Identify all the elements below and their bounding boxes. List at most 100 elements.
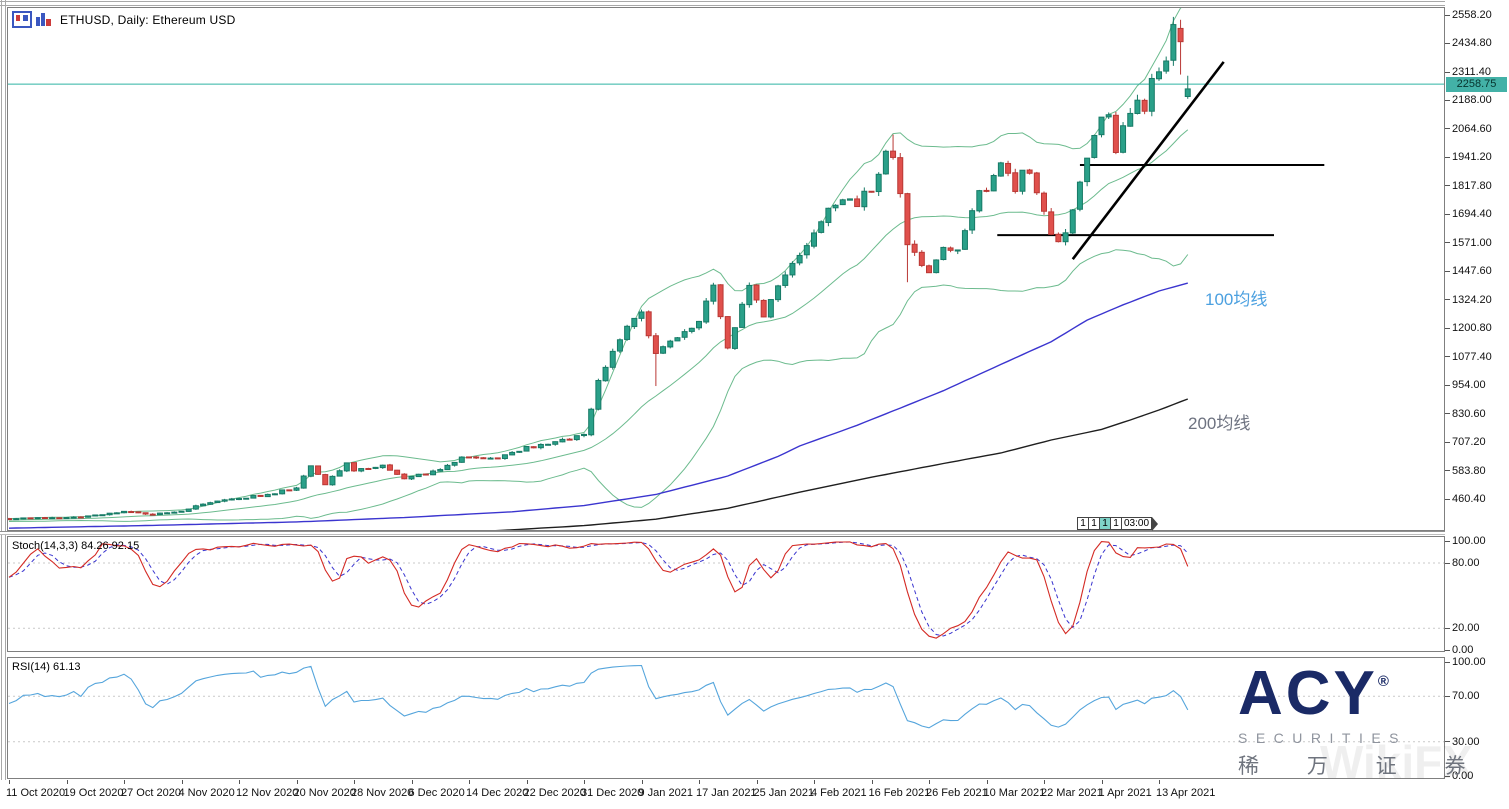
date-label: 12 Nov 2020 xyxy=(236,787,299,799)
date-label: 26 Feb 2021 xyxy=(926,787,988,799)
date-tick xyxy=(699,780,700,784)
price-tick-830.6: 830.60 xyxy=(1445,408,1486,420)
price-tick-1324.2: 1324.20 xyxy=(1445,294,1492,306)
bollinger-middle-band[interactable] xyxy=(8,129,1189,521)
price-tick-2434.8: 2434.80 xyxy=(1445,37,1492,49)
date-label: 11 Oct 2020 xyxy=(6,787,66,799)
date-tick xyxy=(469,780,470,784)
date-tick xyxy=(411,780,413,784)
stoch-signal-line[interactable] xyxy=(8,541,1189,637)
rsi-line[interactable] xyxy=(8,664,1189,729)
rsi-panel[interactable] xyxy=(7,657,1445,779)
date-tick xyxy=(66,780,68,784)
rsi-label: RSI(14) 61.13 xyxy=(12,661,81,673)
logo-acy-text: ACY xyxy=(1238,659,1378,728)
wikifx-watermark: WikiFX xyxy=(1320,736,1473,788)
date-label: 31 Dec 2020 xyxy=(581,787,644,799)
stoch-tick-80: 80.00 xyxy=(1445,557,1480,569)
bar-chart-icon xyxy=(36,13,52,26)
date-label: 13 Apr 2021 xyxy=(1156,787,1216,799)
date-tick xyxy=(986,780,988,784)
date-axis[interactable]: 11 Oct 2020 19 Oct 2020 27 Oct 2020 4 Nov 2… xyxy=(0,780,1445,809)
date-label: 1 Apr 2021 xyxy=(1098,787,1152,799)
date-label: 28 Nov 2020 xyxy=(351,787,414,799)
bollinger-lower-band[interactable] xyxy=(8,249,1189,522)
stoch-tick-100: 100.00 xyxy=(1445,535,1486,547)
date-tick xyxy=(756,780,758,784)
rsi-svg[interactable] xyxy=(8,658,1444,778)
stoch-main-line[interactable] xyxy=(8,541,1189,639)
price-tick-460.4: 460.40 xyxy=(1445,493,1486,505)
rsi-tick-30: 30.00 xyxy=(1445,736,1480,748)
date-label: 6 Dec 2020 xyxy=(408,787,465,799)
price-tick-1447.6: 1447.60 xyxy=(1445,265,1492,277)
date-tick xyxy=(814,780,815,784)
chart-window-icon xyxy=(12,11,32,28)
marker-cell: 1 xyxy=(1110,517,1121,530)
date-label: 19 Oct 2020 xyxy=(63,787,124,799)
rsi-tick-0: 0.00 xyxy=(1445,770,1473,782)
date-tick xyxy=(1101,780,1103,784)
rsi-tick-70: 70.00 xyxy=(1445,690,1480,702)
date-label: 10 Mar 2021 xyxy=(983,787,1046,799)
date-label: 22 Mar 2021 xyxy=(1041,787,1103,799)
marker-arrow-icon xyxy=(1152,517,1159,531)
price-tick-1077.4: 1077.40 xyxy=(1445,351,1492,363)
price-tick-2188: 2188.00 xyxy=(1445,94,1492,106)
ma200-line[interactable] xyxy=(368,398,1189,530)
ma200-label: 200均线 xyxy=(1188,414,1251,433)
date-tick xyxy=(641,780,643,784)
date-label: 9 Jan 2021 xyxy=(638,787,693,799)
chart-header: ETHUSD, Daily: Ethereum USD xyxy=(12,11,235,28)
date-tick xyxy=(124,780,125,784)
window-top-edge xyxy=(0,1,1509,6)
date-label: 4 Feb 2021 xyxy=(811,787,867,799)
candles[interactable] xyxy=(8,16,1191,521)
stochastic-svg[interactable] xyxy=(8,537,1444,651)
price-axis[interactable]: 2558.20 2434.80 2311.40 2188.00 2064.60 1941.… xyxy=(1445,0,1509,809)
marker-cell: 1 xyxy=(1099,517,1110,530)
date-tick xyxy=(239,780,240,784)
marker-cell: 1 xyxy=(1088,517,1099,530)
main-chart-svg[interactable] xyxy=(8,8,1444,530)
price-tick-1941.2: 1941.20 xyxy=(1445,151,1492,163)
date-label: 20 Nov 2020 xyxy=(293,787,356,799)
date-label: 16 Feb 2021 xyxy=(868,787,931,799)
date-tick xyxy=(526,780,528,784)
ma100-label: 100均线 xyxy=(1205,290,1268,309)
main-chart-panel[interactable] xyxy=(7,7,1445,531)
price-tick-583.8: 583.80 xyxy=(1445,465,1486,477)
panel-splitter-1[interactable] xyxy=(0,531,1509,535)
price-tick-1571: 1571.00 xyxy=(1445,237,1492,249)
window-left-edge xyxy=(1,0,6,809)
broker-logo: ACY® SECURITIES 稀 万 证 券 xyxy=(1238,663,1466,780)
price-tick-2311.4: 2311.40 xyxy=(1445,66,1491,78)
date-label: 4 Nov 2020 xyxy=(178,787,235,799)
stochastic-panel[interactable] xyxy=(7,536,1445,652)
date-tick xyxy=(1159,780,1160,784)
date-tick xyxy=(584,780,585,784)
stoch-tick-0: 0.00 xyxy=(1445,644,1473,656)
marker-cell: 1 xyxy=(1077,517,1088,530)
object-marker[interactable]: 1 1 1 1 03:00 xyxy=(1077,517,1159,531)
date-tick xyxy=(181,780,183,784)
stoch-label: Stoch(14,3,3) 84.26 92.15 xyxy=(12,540,140,552)
date-tick xyxy=(9,780,10,784)
price-tick-2064.6: 2064.60 xyxy=(1445,123,1492,135)
date-label: 14 Dec 2020 xyxy=(466,787,529,799)
price-tick-707.2: 707.20 xyxy=(1445,436,1486,448)
date-tick xyxy=(1044,780,1045,784)
price-tick-954: 954.00 xyxy=(1445,379,1486,391)
marker-time: 03:00 xyxy=(1121,517,1153,530)
bollinger-upper-band[interactable] xyxy=(8,8,1188,520)
price-tick-2558.2: 2558.20 xyxy=(1445,9,1492,21)
ma100-line[interactable] xyxy=(8,282,1188,529)
date-tick xyxy=(296,780,298,784)
price-tick-1817.8: 1817.80 xyxy=(1445,180,1492,192)
date-tick xyxy=(354,780,355,784)
price-tick-1200.8: 1200.80 xyxy=(1445,322,1492,334)
trendline-diagonal[interactable] xyxy=(1071,61,1225,260)
symbol-title: ETHUSD, Daily: Ethereum USD xyxy=(60,12,236,27)
date-label: 27 Oct 2020 xyxy=(121,787,181,799)
